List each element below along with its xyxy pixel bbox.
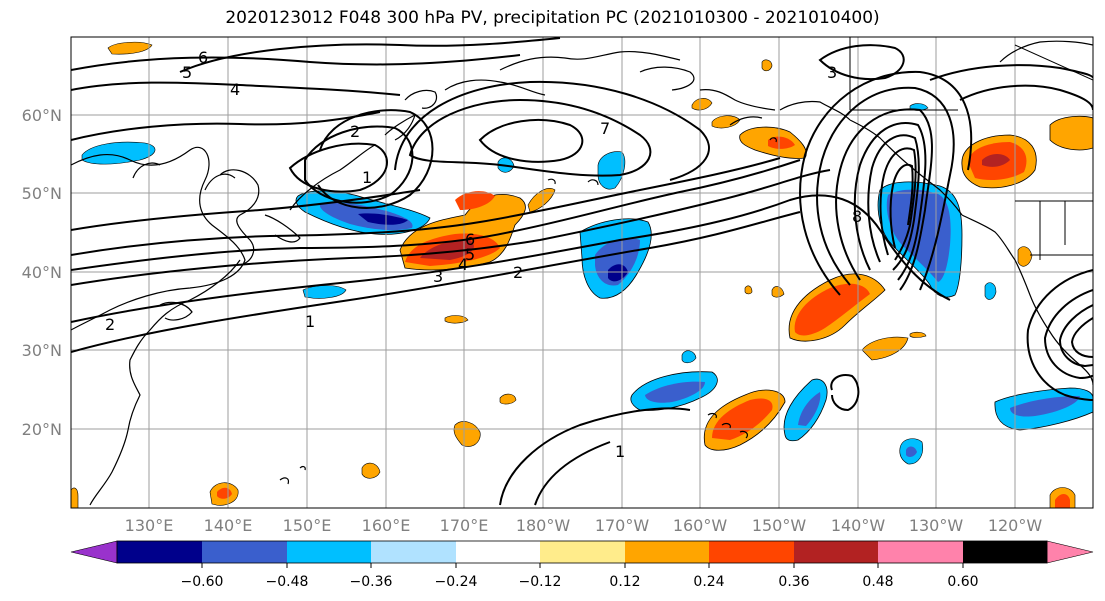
lat-label: 30°N: [22, 341, 62, 360]
colorbar-segment: [540, 541, 625, 563]
colorbar-tick-label: −0.60: [181, 574, 224, 590]
lon-label: 140°E: [204, 516, 253, 535]
colorbar: −0.60 −0.48 −0.36 −0.24 −0.12 0.12 0.24 …: [70, 540, 1094, 590]
contour-label: 3: [433, 267, 443, 286]
colorbar-tick-label: −0.36: [350, 574, 393, 590]
colorbar-segment: [709, 541, 794, 563]
lon-label: 140°W: [831, 516, 886, 535]
contour-label: 8: [852, 207, 862, 226]
contour-label: 6: [465, 230, 475, 249]
contour-label: 5: [182, 63, 192, 82]
lat-label: 50°N: [22, 184, 62, 203]
lat-lon-grid: [71, 37, 1093, 508]
contour-label: 1: [615, 442, 625, 461]
contour-label: 7: [600, 119, 610, 138]
lon-label: 150°W: [752, 516, 807, 535]
contour-label: 3: [827, 63, 837, 82]
colorbar-segment: [794, 541, 878, 563]
pv-contours: [71, 37, 1093, 506]
colorbar-tick-label: −0.12: [519, 574, 562, 590]
colorbar-segment: [625, 541, 709, 563]
colorbar-segment: [878, 541, 963, 563]
colorbar-extend-max: [1046, 540, 1094, 564]
precip-anomaly-shading: [71, 41, 1093, 508]
lon-label: 120°W: [988, 516, 1043, 535]
lon-label: 180°W: [516, 516, 571, 535]
lon-axis-labels: 130°E 140°E 150°E 160°E 170°E 180°W 170°…: [125, 516, 1043, 535]
pv-contour-labels: 1 2 3 4 5 6 7 8 2 1 6 5 4 3 2 1: [105, 48, 862, 461]
lon-label: 130°W: [909, 516, 964, 535]
map-title: 2020123012 F048 300 hPa PV, precipitatio…: [225, 8, 880, 28]
colorbar-segment: [287, 541, 371, 563]
contour-label: 6: [198, 48, 208, 67]
lon-label: 150°E: [283, 516, 332, 535]
colorbar-tick-label: 0.60: [947, 574, 978, 590]
lon-label: 130°E: [125, 516, 174, 535]
contour-label: 4: [230, 80, 240, 99]
colorbar-tick-label: −0.48: [266, 574, 309, 590]
colorbar-tick-label: −0.24: [435, 574, 478, 590]
contour-label: 1: [362, 168, 372, 187]
contour-label: 5: [465, 245, 475, 264]
colorbar-tick-label: 0.12: [609, 574, 640, 590]
contour-label: 4: [458, 255, 468, 274]
colorbar-segment: [963, 541, 1047, 563]
lat-axis-labels: 60°N 50°N 40°N 30°N 20°N: [22, 106, 62, 439]
contour-label: 2: [105, 315, 115, 334]
lon-label: 160°W: [673, 516, 728, 535]
contour-label: 2: [350, 122, 360, 141]
colorbar-segment: [202, 541, 287, 563]
lat-label: 20°N: [22, 420, 62, 439]
colorbar-segment: [371, 541, 456, 563]
lat-label: 40°N: [22, 263, 62, 282]
coastlines: [71, 40, 1093, 506]
colorbar-tick-label: 0.48: [862, 574, 893, 590]
colorbar-segment: [456, 541, 540, 563]
lon-label: 170°E: [440, 516, 489, 535]
political-borders: [849, 37, 1093, 260]
colorbar-tick-label: 0.36: [778, 574, 809, 590]
lat-label: 60°N: [22, 106, 62, 125]
contour-label: 2: [513, 263, 523, 282]
colorbar-segment: [117, 541, 202, 563]
colorbar-tick-label: 0.24: [693, 574, 724, 590]
contour-label: 1: [305, 312, 315, 331]
lon-label: 160°E: [362, 516, 411, 535]
colorbar-extend-min: [70, 540, 118, 564]
map-frame: [70, 36, 1094, 509]
lon-label: 170°W: [595, 516, 650, 535]
